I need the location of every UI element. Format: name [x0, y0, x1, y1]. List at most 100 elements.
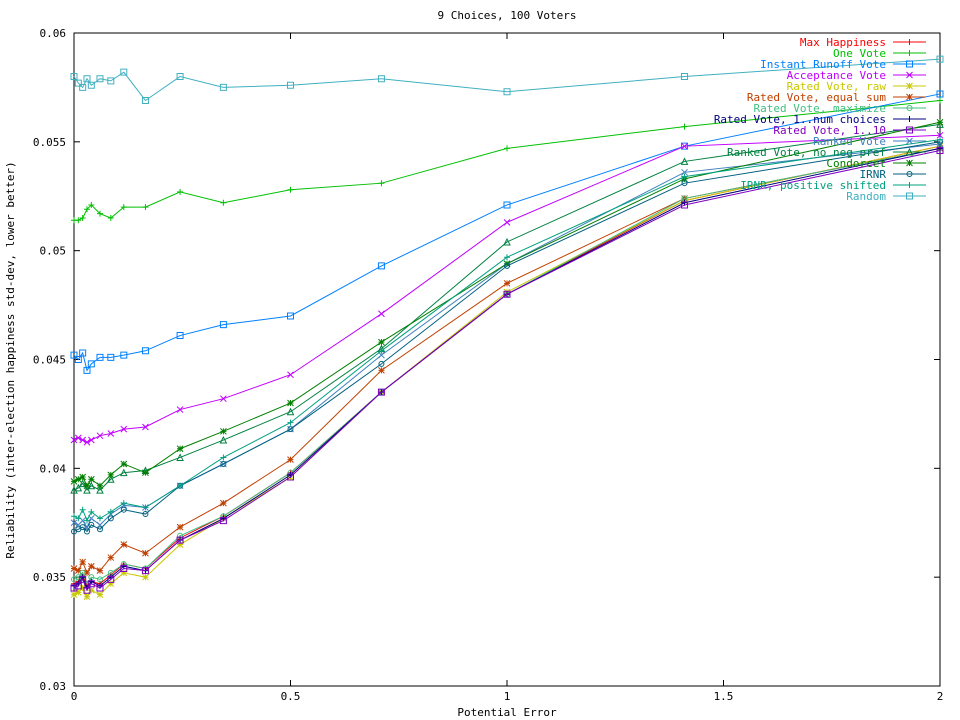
- legend-item: IRNR, positive shifted: [740, 179, 926, 192]
- series-acceptance-vote-point: [176, 406, 184, 413]
- series-rated-vote-1-10-point: [74, 582, 82, 590]
- series-rated-vote-equal-sum-line: [73, 147, 941, 574]
- series-one-vote-point: [96, 210, 103, 217]
- series-instant-runoff-vote-point: [87, 360, 95, 368]
- series-random-point: [377, 75, 385, 83]
- series-layer: [70, 55, 944, 601]
- legend-item: IRNR: [860, 168, 926, 181]
- legend-label: Ranked Vote, no neg pref: [727, 146, 886, 159]
- x-tick-label: 1.5: [714, 690, 734, 703]
- series-random-point: [681, 73, 689, 81]
- series-irnr-positive-shifted-point: [96, 515, 103, 522]
- series-irnr-point: [220, 460, 227, 467]
- x-axis-label: Potential Error: [457, 706, 557, 719]
- series-irnr-line: [73, 141, 941, 533]
- series-acceptance-vote-point: [107, 430, 115, 437]
- legend-label: Max Happiness: [800, 36, 886, 49]
- series-rated-vote-1-10-point: [287, 473, 294, 481]
- series-rated-vote-raw-point: [83, 593, 91, 601]
- series-random-point: [70, 73, 78, 81]
- series-instant-runoff-vote-point: [503, 201, 511, 209]
- series-rated-vote-maximize: [71, 145, 943, 587]
- legend-item: Rated Vote, maximize: [754, 102, 926, 115]
- legend-label: Rated Vote, 1..10: [773, 124, 886, 137]
- legend-label: Rated Vote, 1..num choices: [714, 113, 886, 126]
- series-irnr-positive-shifted-point: [681, 173, 688, 180]
- series-random-point: [219, 83, 227, 91]
- legend-label: One Vote: [833, 47, 886, 60]
- series-irnr-positive-shifted-point: [75, 515, 82, 522]
- legend-marker: [906, 60, 913, 68]
- x-tick-label: 0.5: [281, 690, 301, 703]
- series-irnr-positive-shifted-point: [83, 517, 90, 524]
- series-condorcet-point: [74, 475, 82, 483]
- series-irnr-positive-shifted-point: [120, 500, 127, 507]
- series-random-point: [96, 75, 104, 83]
- series-irnr-positive-shifted-point: [88, 508, 95, 515]
- legend-item: Random: [846, 190, 926, 203]
- series-rated-vote-1-10-point: [79, 575, 87, 583]
- series-one-vote: [71, 97, 943, 224]
- series-random-point: [74, 79, 82, 87]
- series-rated-vote-raw-line: [73, 145, 941, 598]
- series-condorcet-point: [936, 118, 944, 126]
- series-irnr-point: [142, 511, 149, 518]
- legend-marker: [906, 159, 913, 167]
- series-ranked-vote-no-neg-pref-point: [106, 475, 115, 483]
- series-acceptance-vote-point: [220, 395, 227, 403]
- series-random-point: [79, 83, 87, 91]
- series-condorcet-point: [287, 399, 294, 407]
- series-irnr-positive-shifted-line: [73, 139, 941, 522]
- legend-item: Rated Vote, raw: [787, 80, 926, 93]
- series-rated-vote-1-10-point: [107, 575, 115, 583]
- series-max-happiness-line: [73, 145, 941, 587]
- series-rated-vote-raw-point: [74, 589, 82, 596]
- series-one-vote-point: [107, 215, 114, 222]
- series-instant-runoff-vote-point: [936, 90, 944, 98]
- series-irnr-positive-shifted-point: [287, 419, 294, 426]
- series-ranked-vote-point: [378, 351, 385, 359]
- series-instant-runoff-vote-point: [219, 321, 227, 329]
- series-acceptance-vote-point: [503, 219, 511, 226]
- series-rated-vote-raw-point: [96, 591, 104, 598]
- legend-marker: [905, 147, 914, 156]
- series-instant-runoff-vote-point: [141, 347, 149, 355]
- series-condorcet-point: [87, 475, 95, 483]
- series-random-point: [141, 96, 149, 104]
- series-rated-vote-1-num-choices: [71, 145, 943, 592]
- series-rated-vote-equal-sum-point: [87, 562, 95, 570]
- series-irnr-point: [107, 515, 114, 522]
- series-instant-runoff-vote-point: [120, 351, 128, 359]
- series-rated-vote-raw-point: [79, 584, 87, 592]
- series-acceptance-vote-point: [120, 425, 128, 433]
- series-one-vote-point: [83, 206, 90, 213]
- series-random-point: [107, 77, 115, 85]
- series-rated-vote-maximize-line: [73, 147, 941, 585]
- series-irnr-point: [287, 426, 294, 433]
- series-ranked-vote-no-neg-pref-point: [503, 237, 511, 246]
- series-instant-runoff-vote-point: [107, 353, 115, 361]
- legend-item: Acceptance Vote: [787, 69, 926, 82]
- series-rated-vote-equal-sum-point: [220, 499, 227, 507]
- series-one-vote-point: [120, 204, 127, 211]
- series-instant-runoff-vote-point: [74, 356, 82, 363]
- series-irnr-point: [83, 528, 90, 535]
- series-irnr-positive-shifted-point: [378, 347, 385, 354]
- series-condorcet-point: [70, 478, 78, 485]
- legend-marker: [906, 192, 913, 200]
- series-rated-vote-equal-sum-point: [70, 565, 78, 572]
- series-irnr: [71, 138, 943, 535]
- y-axis: 0.03 0.035 0.04 0.045 0.05 0.055 0.06: [33, 27, 940, 693]
- y-tick-label: 0.045: [33, 354, 66, 367]
- legend-label: Condorcet: [826, 157, 886, 170]
- series-rated-vote-1-10-point: [87, 580, 95, 588]
- series-rated-vote-equal-sum-point: [176, 523, 184, 531]
- series-instant-runoff-vote-point: [96, 353, 104, 361]
- series-rated-vote-equal-sum-point: [378, 367, 385, 374]
- series-rated-vote-maximize-point: [96, 576, 103, 583]
- y-tick-label: 0.055: [33, 136, 66, 149]
- y-tick-label: 0.05: [40, 245, 67, 258]
- series-irnr-point: [681, 180, 688, 187]
- series-random-point: [87, 81, 95, 89]
